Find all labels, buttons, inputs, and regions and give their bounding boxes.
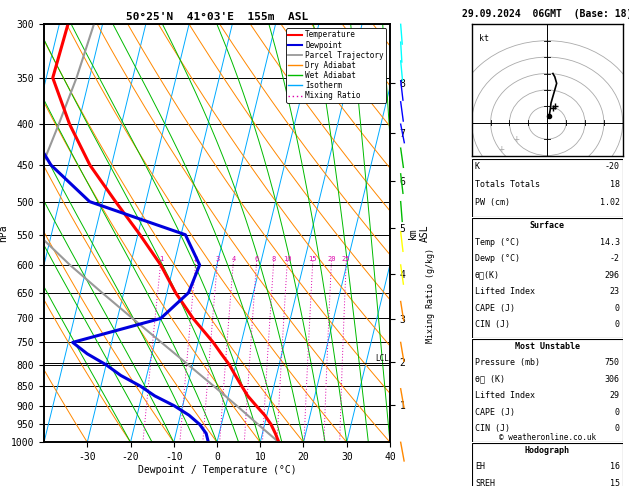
Title: 50°25'N  41°03'E  155m  ASL: 50°25'N 41°03'E 155m ASL bbox=[126, 12, 308, 22]
Text: 0: 0 bbox=[615, 424, 620, 434]
Text: 296: 296 bbox=[604, 271, 620, 280]
Text: CIN (J): CIN (J) bbox=[475, 424, 510, 434]
Text: 1.02: 1.02 bbox=[599, 198, 620, 208]
Text: Lifted Index: Lifted Index bbox=[475, 391, 535, 400]
Y-axis label: km
ASL: km ASL bbox=[408, 225, 430, 242]
Text: θᴇ(K): θᴇ(K) bbox=[475, 271, 500, 280]
Text: 29.09.2024  06GMT  (Base: 18): 29.09.2024 06GMT (Base: 18) bbox=[462, 9, 629, 19]
Text: SREH: SREH bbox=[475, 479, 495, 486]
Text: θᴇ (K): θᴇ (K) bbox=[475, 375, 505, 384]
Text: 29: 29 bbox=[610, 391, 620, 400]
Text: 1: 1 bbox=[159, 256, 163, 262]
Text: 4: 4 bbox=[231, 256, 235, 262]
Text: PW (cm): PW (cm) bbox=[475, 198, 510, 208]
Text: Pressure (mb): Pressure (mb) bbox=[475, 358, 540, 367]
Text: 2: 2 bbox=[194, 256, 198, 262]
Text: 15: 15 bbox=[308, 256, 317, 262]
Text: Dewp (°C): Dewp (°C) bbox=[475, 254, 520, 263]
Text: 3: 3 bbox=[215, 256, 220, 262]
Text: +: + bbox=[514, 134, 520, 144]
Text: © weatheronline.co.uk: © weatheronline.co.uk bbox=[499, 433, 596, 442]
Text: 25: 25 bbox=[342, 256, 350, 262]
Text: -20: -20 bbox=[604, 162, 620, 172]
Text: CAPE (J): CAPE (J) bbox=[475, 304, 515, 313]
Text: 8: 8 bbox=[272, 256, 276, 262]
Text: 6: 6 bbox=[255, 256, 259, 262]
Text: 750: 750 bbox=[604, 358, 620, 367]
Text: 0: 0 bbox=[615, 320, 620, 330]
Text: 0: 0 bbox=[615, 408, 620, 417]
Y-axis label: hPa: hPa bbox=[0, 225, 8, 242]
Text: 23: 23 bbox=[610, 287, 620, 296]
Text: 10: 10 bbox=[283, 256, 291, 262]
Text: Surface: Surface bbox=[530, 221, 565, 230]
Text: 18: 18 bbox=[610, 180, 620, 190]
Text: 16: 16 bbox=[610, 462, 620, 471]
Text: Most Unstable: Most Unstable bbox=[515, 342, 580, 351]
Text: 20: 20 bbox=[327, 256, 336, 262]
Text: Mixing Ratio (g/kg): Mixing Ratio (g/kg) bbox=[426, 248, 435, 344]
Text: kt: kt bbox=[479, 34, 489, 43]
Legend: Temperature, Dewpoint, Parcel Trajectory, Dry Adiabat, Wet Adiabat, Isotherm, Mi: Temperature, Dewpoint, Parcel Trajectory… bbox=[286, 28, 386, 103]
Text: 15: 15 bbox=[610, 479, 620, 486]
X-axis label: Dewpoint / Temperature (°C): Dewpoint / Temperature (°C) bbox=[138, 465, 296, 475]
Text: K: K bbox=[475, 162, 480, 172]
Text: Totals Totals: Totals Totals bbox=[475, 180, 540, 190]
Text: Hodograph: Hodograph bbox=[525, 446, 570, 455]
Text: CIN (J): CIN (J) bbox=[475, 320, 510, 330]
Text: Lifted Index: Lifted Index bbox=[475, 287, 535, 296]
Text: Temp (°C): Temp (°C) bbox=[475, 238, 520, 247]
Text: EH: EH bbox=[475, 462, 485, 471]
Text: 306: 306 bbox=[604, 375, 620, 384]
Text: +: + bbox=[499, 144, 505, 154]
Text: 14.3: 14.3 bbox=[599, 238, 620, 247]
Text: -2: -2 bbox=[610, 254, 620, 263]
Text: 0: 0 bbox=[615, 304, 620, 313]
Text: LCL: LCL bbox=[375, 354, 389, 363]
Text: CAPE (J): CAPE (J) bbox=[475, 408, 515, 417]
